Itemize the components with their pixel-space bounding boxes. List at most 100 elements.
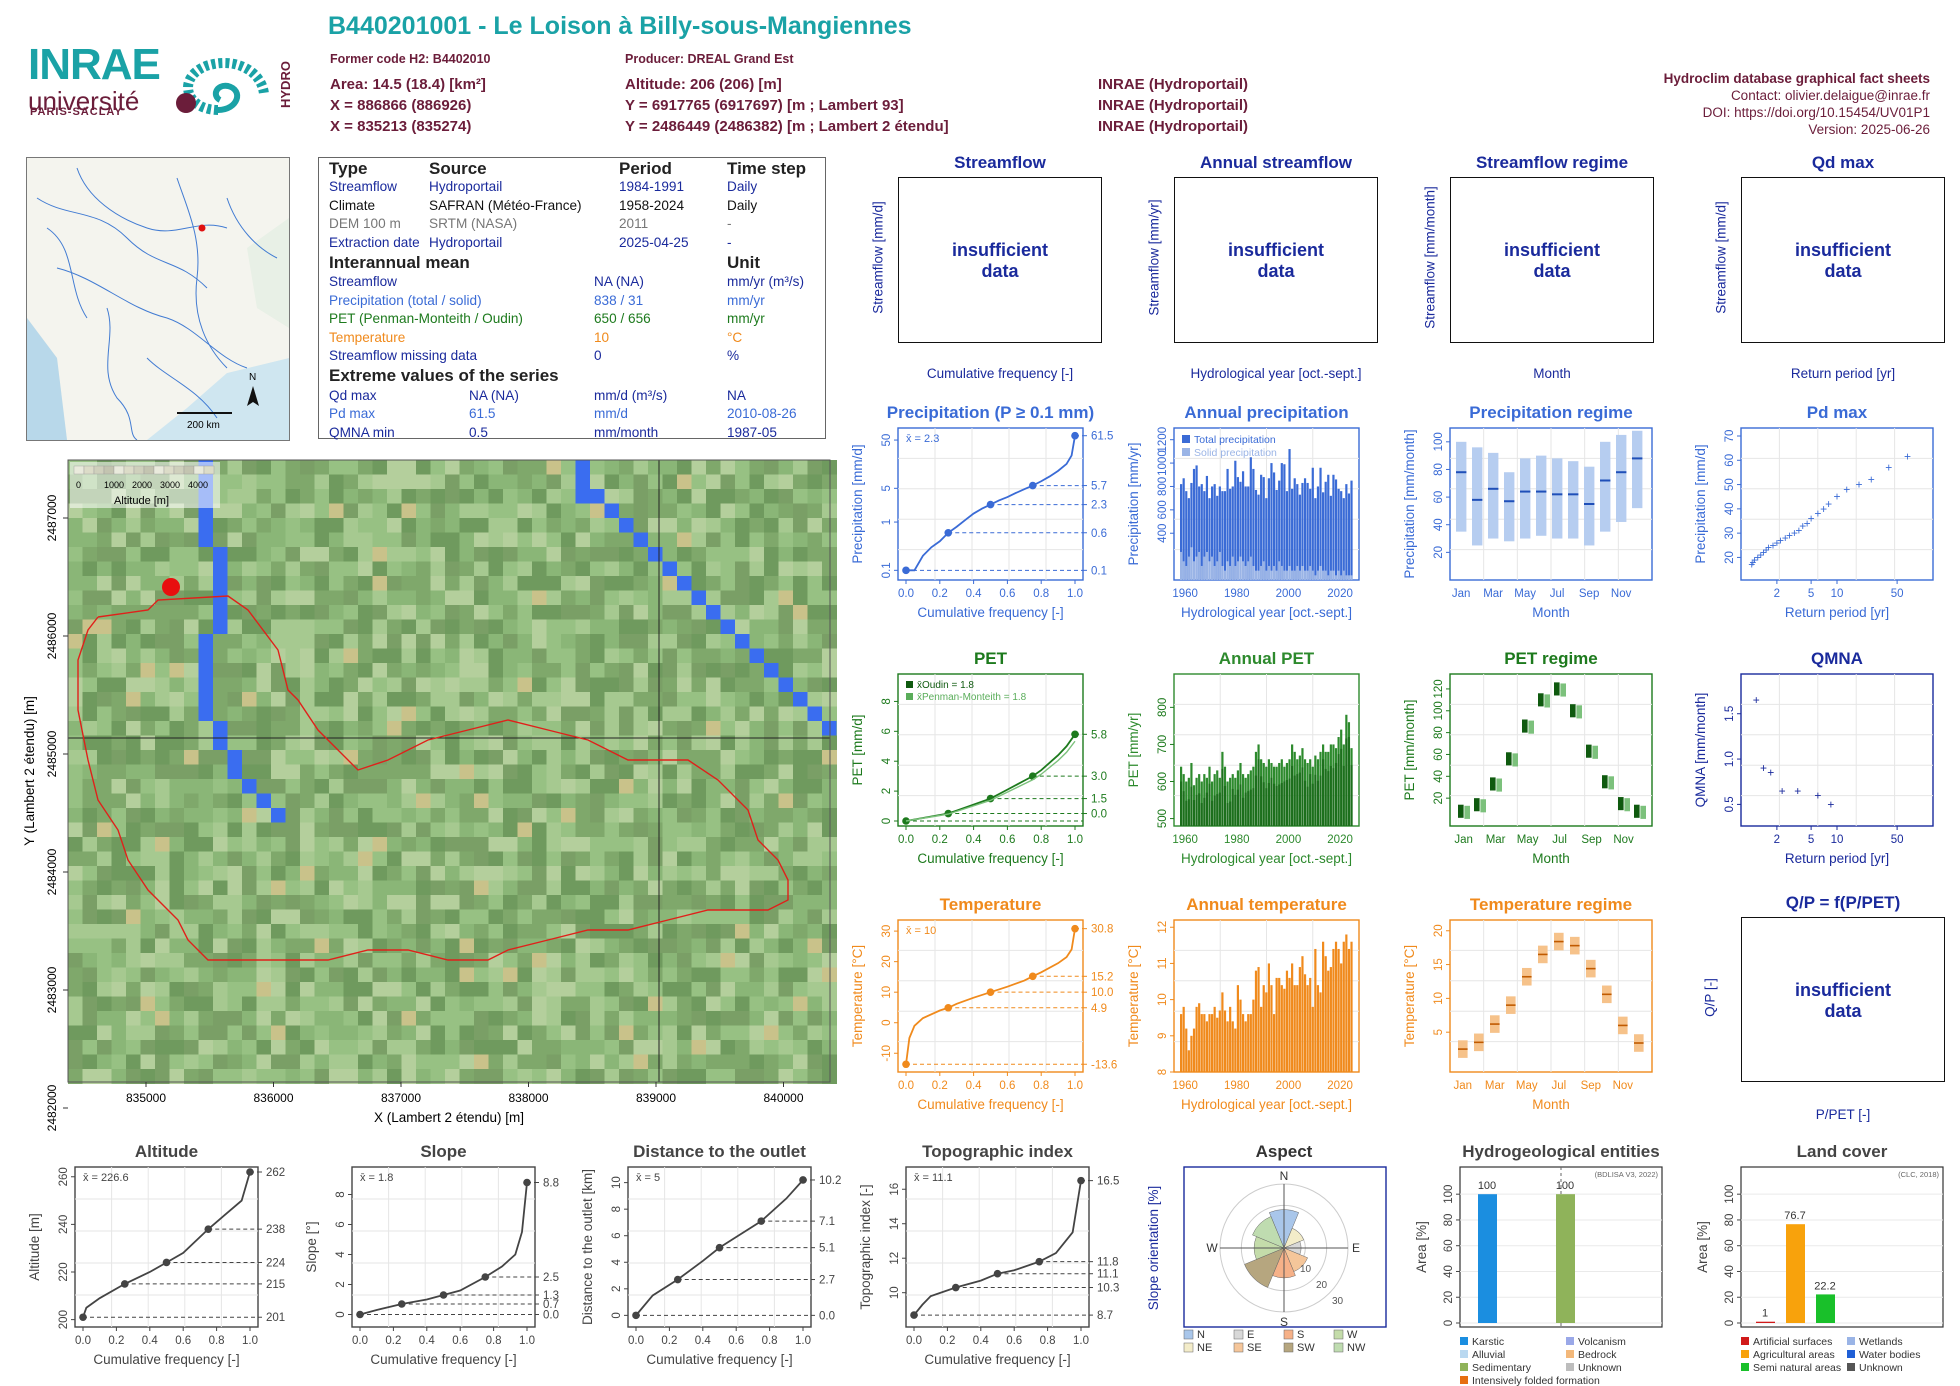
x-tick-label: 1960 (1172, 1080, 1198, 1092)
ring-label: 20 (1316, 1280, 1328, 1291)
dem-cell (793, 663, 808, 678)
right-tick-label: 10.2 (819, 1175, 841, 1187)
dem-cell (474, 561, 489, 577)
info-doi[interactable]: DOI: https://doi.org/10.15454/UV01P1 (1702, 105, 1930, 120)
solid-bar (1270, 570, 1273, 580)
dem-cell (488, 547, 504, 562)
annual-bar-dark (1283, 781, 1286, 826)
dem-cell (300, 489, 315, 504)
legend-label: Karstic (1472, 1336, 1504, 1348)
legend-swatch (1566, 1350, 1574, 1358)
dem-cell (416, 561, 431, 577)
y-tick-label: 240 (58, 1215, 70, 1234)
y-tick-label: 4 (881, 757, 893, 764)
dem-cell (256, 605, 272, 620)
dem-cell (561, 590, 576, 606)
dem-cell (532, 489, 547, 504)
annual-bar (1340, 963, 1343, 1072)
x-tick-label: 0.2 (385, 1335, 401, 1347)
dem-cell (807, 677, 823, 693)
right-tick-label: 30.8 (1091, 924, 1113, 936)
x-axis-label: Return period [yr] (1785, 605, 1889, 620)
dem-cell (445, 663, 460, 678)
dem-cell (720, 605, 736, 620)
legend-label: E (1247, 1329, 1254, 1341)
dem-cell (401, 460, 417, 475)
dem-cell (677, 605, 692, 620)
dem-cell (488, 648, 504, 664)
dem-cell (503, 634, 518, 649)
extreme-point: + (1814, 788, 1821, 802)
annual-bar (1301, 956, 1304, 1072)
dem-cell (604, 547, 620, 562)
right-tick-label: 11.8 (1097, 1257, 1119, 1269)
extreme-point: + (1794, 784, 1801, 798)
dem-cell (459, 460, 475, 475)
dem-cell (749, 677, 765, 693)
x-tick-label: 1.0 (1073, 1335, 1089, 1347)
dem-cell (561, 677, 576, 693)
dem-cell (329, 460, 344, 475)
dem-cell (184, 576, 199, 591)
y-tick-label: 10 (611, 1176, 623, 1189)
dem-cell (445, 692, 460, 707)
dem-cell (459, 503, 475, 519)
dem-cell (619, 532, 634, 548)
right-tick-label: 16.5 (1097, 1176, 1119, 1188)
x-tick-label: 0.4 (966, 1080, 983, 1092)
dem-cell (227, 605, 243, 620)
y-tick-label: 80 (1443, 1214, 1455, 1227)
dem-cell (575, 576, 591, 591)
dem-cell (677, 634, 692, 649)
annual-bar-dark (1275, 785, 1278, 826)
annual-bar (1210, 1014, 1214, 1072)
y-tick-label: 1000 (1157, 450, 1169, 476)
dem-cell (416, 663, 431, 678)
dem-cell (488, 532, 504, 548)
dem-cell (227, 561, 243, 577)
annual-bar (1293, 478, 1296, 580)
dem-cell (285, 648, 301, 664)
dem-cell (111, 532, 127, 548)
annual-bar (1345, 484, 1348, 580)
dem-cell (155, 677, 170, 693)
dem-cell (778, 663, 794, 678)
dem-cell (662, 474, 678, 490)
dem-cell (517, 518, 533, 533)
regime-box (1536, 455, 1547, 536)
dem-cell (401, 706, 417, 722)
legend-swatch (1183, 1342, 1194, 1353)
dem-cell (735, 547, 750, 562)
dem-cell (793, 648, 808, 664)
dem-cell (401, 692, 417, 707)
info-contact[interactable]: Contact: olivier.delaigue@inrae.fr (1730, 88, 1930, 103)
dem-cell (619, 619, 634, 635)
dem-cell (401, 634, 417, 649)
dem-cell (633, 518, 649, 533)
regime-box-oudin (1634, 804, 1640, 818)
dem-cell (764, 503, 779, 519)
dem-cell (82, 706, 98, 722)
dem-cell (227, 619, 243, 635)
dem-cell (126, 619, 141, 635)
y-tick-label: 20 (1433, 792, 1445, 805)
dem-cell (256, 663, 272, 678)
dem-cell (445, 590, 460, 606)
legend-label: Unknown (1578, 1362, 1622, 1374)
dem-cell (358, 605, 373, 620)
dem-cell (256, 547, 272, 562)
table-cell: 1984-1991 (619, 179, 685, 194)
direction-label: S (1280, 1315, 1288, 1329)
dem-cell (227, 677, 243, 693)
annual-bar (1249, 1014, 1252, 1072)
dem-cell (474, 474, 489, 490)
dem-cell (619, 605, 634, 620)
dem-cell (140, 677, 156, 693)
dem-cell (155, 532, 170, 548)
interannual-header: Interannual mean (329, 253, 470, 272)
extreme-value: NA (NA) (469, 387, 519, 403)
dem-cell (387, 634, 402, 649)
annual-bar (1192, 1028, 1196, 1072)
dem-cell (271, 619, 286, 635)
dem-cell (358, 489, 373, 504)
